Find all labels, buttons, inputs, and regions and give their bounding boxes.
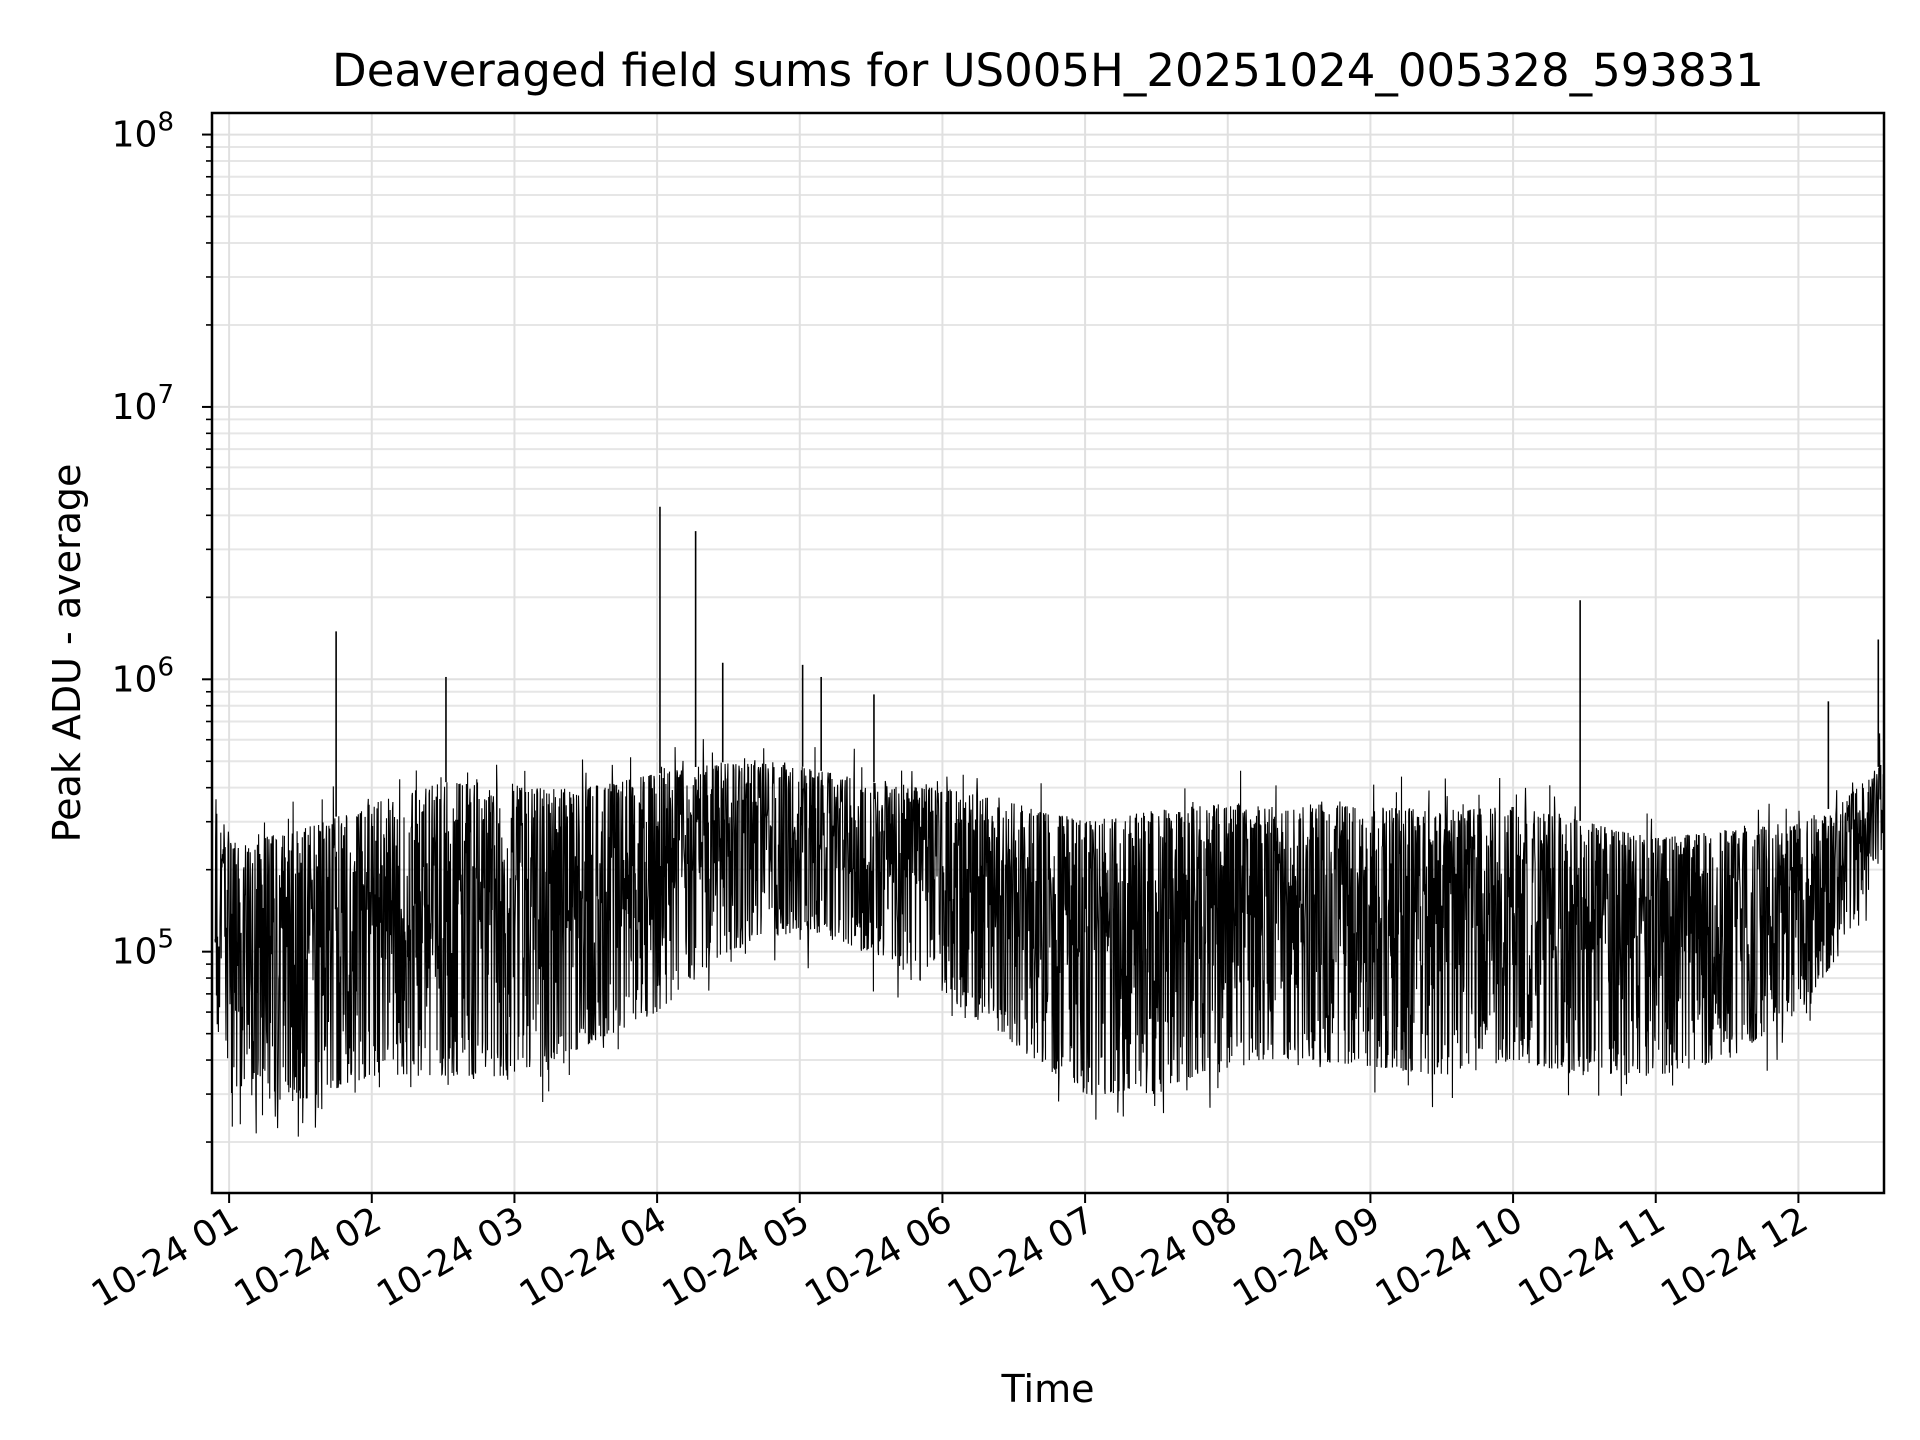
y-axis-label: Peak ADU - average: [45, 464, 89, 843]
y-tick-label: 106: [112, 652, 174, 700]
x-axis-label: Time: [1001, 1367, 1095, 1411]
data-series-line: [214, 733, 1885, 1137]
chart-title: Deaveraged field sums for US005H_2025102…: [332, 44, 1764, 97]
y-tick-label: 108: [112, 108, 174, 156]
y-tick-label: 105: [112, 925, 174, 973]
y-tick-label: 107: [112, 380, 174, 428]
series-layer: [214, 506, 1885, 1137]
plot-frame: [210, 111, 1886, 1195]
